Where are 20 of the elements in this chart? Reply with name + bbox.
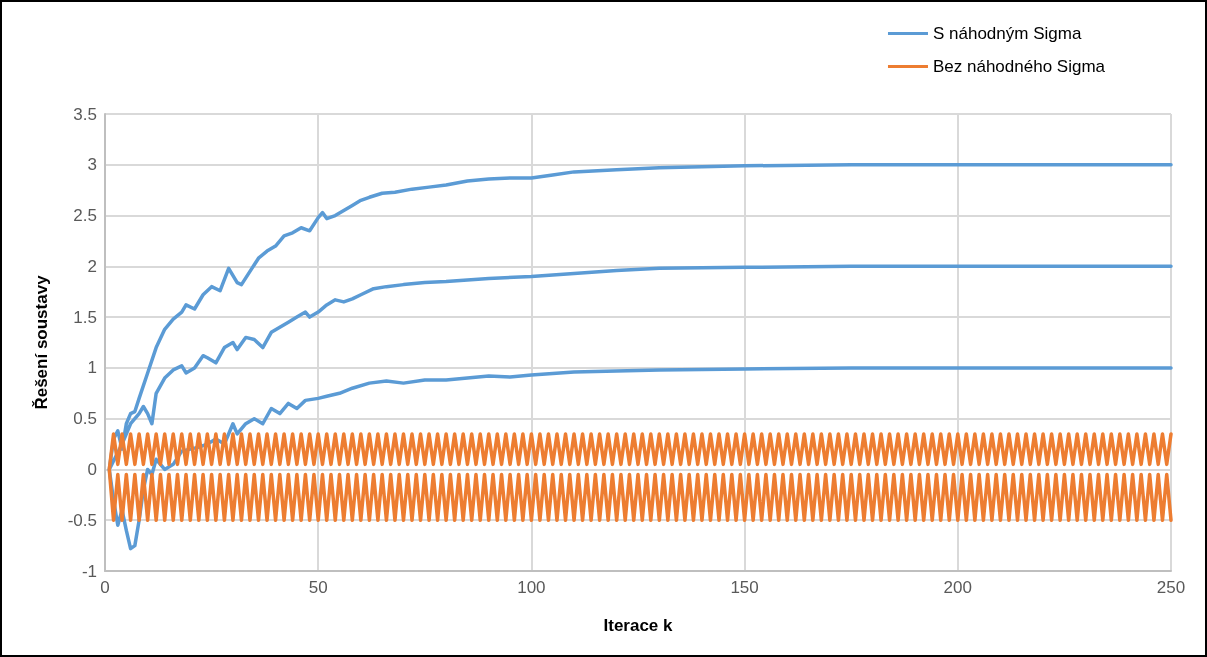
x-tick-label: 50 (308, 578, 328, 597)
y-tick-label: -0.5 (67, 510, 97, 530)
y-tick-label: 2 (87, 256, 97, 276)
x-axis-title: Iterace k (603, 616, 674, 635)
x-tick-label: 250 (1156, 578, 1186, 597)
y-tick-label: 3 (87, 155, 97, 175)
y-tick-label: 0.5 (73, 409, 97, 429)
y-tick-label: 2.5 (73, 206, 97, 226)
legend-label: Bez náhodného Sigma (932, 57, 1106, 76)
y-tick-label: 1 (87, 358, 97, 378)
x-tick-label: 100 (517, 578, 546, 597)
y-axis-title: Řešení soustavy (32, 274, 51, 410)
x-tick-label: 150 (730, 578, 759, 597)
y-tick-label: -1 (81, 561, 97, 581)
x-tick-label: 0 (100, 578, 110, 597)
y-tick-label: 3.5 (73, 104, 97, 124)
x-tick-label: 200 (943, 578, 972, 597)
y-tick-label: 0 (87, 459, 97, 479)
legend-label: S náhodným Sigma (932, 24, 1082, 43)
y-tick-label: 1.5 (73, 307, 97, 327)
